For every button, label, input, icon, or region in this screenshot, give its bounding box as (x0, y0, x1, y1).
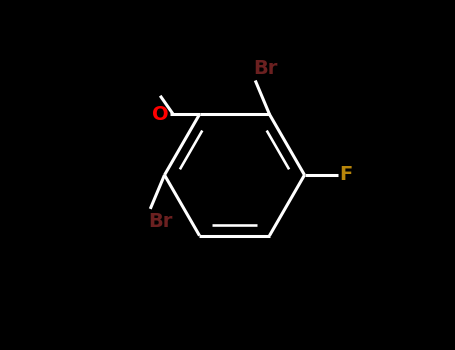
Text: Br: Br (148, 212, 173, 231)
Text: F: F (339, 166, 353, 184)
Text: O: O (152, 105, 169, 124)
Text: Br: Br (253, 59, 278, 78)
